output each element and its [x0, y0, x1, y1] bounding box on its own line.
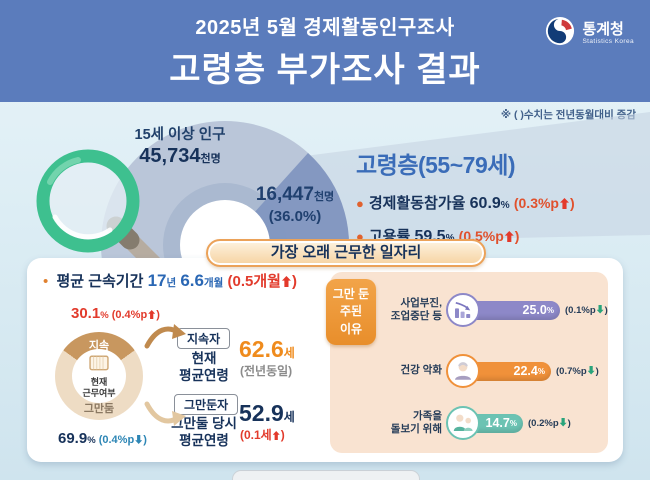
participation-rate-value: 60.9	[469, 195, 501, 212]
reason-change: (0.7%p)	[556, 365, 599, 377]
population-total-unit: 천명	[200, 153, 221, 165]
reason-row: 건강 악화 22.4% (0.7%p)	[384, 349, 624, 393]
avg-tenure-label: 평균 근속기간	[56, 273, 144, 290]
next-section-hint	[232, 470, 420, 480]
elderly-summary-title: 고령층(55~79세)	[356, 152, 516, 178]
continuer-age-change: (전년동일)	[240, 364, 293, 378]
reason-change: (0.2%p)	[528, 417, 571, 429]
elderly-population: 16,447천명 (36.0%)	[240, 184, 350, 225]
work-status-donut: 지속 그만둠 현재 근무여부	[55, 332, 143, 420]
participation-rate-label: 경제활동참가율	[368, 195, 466, 212]
quitter-age-change: (0.1세)	[240, 428, 285, 442]
curved-arrow-continue	[144, 324, 186, 349]
header-subtitle: 2025년 5월 경제활동인구조사	[195, 17, 455, 39]
quitter-tag: 그만둔자	[174, 394, 239, 415]
header: 2025년 5월 경제활동인구조사 고령층 부가조사 결과 통계청 Statis…	[0, 0, 650, 102]
up-arrow-icon	[272, 431, 280, 440]
elderly-population-value: 16,447	[255, 184, 314, 205]
bullet-icon: ●	[356, 229, 364, 244]
avg-tenure-months: 6.6	[180, 271, 204, 290]
continuer-age-label: 현재 평균연령	[179, 351, 229, 383]
calendar-icon	[89, 354, 109, 376]
family-icon	[446, 406, 480, 440]
down-arrow-icon	[135, 435, 143, 444]
footnote: ※ ( )수치는 전년동월대비 증감	[500, 109, 636, 121]
reason-label: 건강 악화	[400, 364, 442, 377]
down-arrow-icon	[587, 365, 595, 375]
longest-job-panel: • 평균 근속기간 17년 6.6개월 (0.5개월) 30.1% (0.4%p…	[27, 258, 623, 462]
declining-chart-icon	[446, 293, 480, 327]
up-arrow-icon	[559, 198, 569, 209]
reason-change: (0.1%p)	[565, 304, 608, 316]
bullet-icon: •	[43, 273, 49, 290]
taegeuk-icon	[545, 16, 575, 51]
reason-label: 가족을 돌보기 위해	[390, 409, 442, 435]
population-total: 15세 이상 인구 45,734천명	[105, 123, 255, 168]
page-title: 고령층 부가조사 결과	[169, 51, 481, 89]
elderly-summary: 고령층(55~79세) ● 경제활동참가율 60.9% (0.3%p) ● 고용률 …	[356, 146, 575, 246]
up-arrow-icon	[148, 310, 156, 319]
reason-label: 사업부진, 조업중단 등	[390, 296, 442, 322]
continuer-age-value: 62.6세	[239, 336, 295, 362]
agency-logo: 통계청 Statistics Korea	[545, 16, 634, 51]
population-total-value: 45,734	[139, 145, 201, 167]
down-arrow-icon	[596, 304, 604, 314]
donut-quit-label: 그만둠	[83, 403, 115, 415]
quit-reasons-title: 그만 둔 주된 이유	[326, 279, 376, 345]
avg-tenure-line: • 평균 근속기간 17년 6.6개월 (0.5개월)	[43, 271, 297, 290]
reason-row: 사업부진, 조업중단 등 25.0% (0.1%p)	[384, 288, 624, 332]
section-banner: 가장 오래 근무한 일자리	[206, 239, 486, 267]
population-total-label: 15세 이상 인구	[134, 127, 226, 143]
donut-center: 현재 근무여부	[72, 349, 126, 403]
elderly-population-unit: 천명	[313, 191, 335, 203]
participation-rate-row: ● 경제활동참가율 60.9% (0.3%p)	[356, 195, 575, 212]
reason-row: 가족을 돌보기 위해 14.7% (0.2%p)	[384, 401, 624, 445]
reason-bar: 22.4%	[460, 361, 551, 381]
elderly-population-share: (36.0%)	[268, 208, 322, 225]
donut-center-label: 현재 근무여부	[82, 377, 116, 398]
avg-tenure-years: 17	[147, 271, 167, 290]
quit-share: 69.9% (0.4%p)	[58, 430, 147, 447]
up-arrow-icon	[504, 231, 514, 242]
quitter-age-value: 52.9세	[239, 400, 295, 426]
reason-bar: 25.0%	[460, 300, 560, 320]
up-arrow-icon	[281, 276, 291, 287]
down-arrow-icon	[559, 417, 567, 427]
logo-subname: Statistics Korea	[582, 38, 634, 46]
logo-name: 통계청	[582, 20, 624, 38]
curved-arrow-quit	[144, 401, 186, 426]
bullet-icon: ●	[356, 196, 364, 211]
elderly-person-icon	[446, 354, 480, 388]
